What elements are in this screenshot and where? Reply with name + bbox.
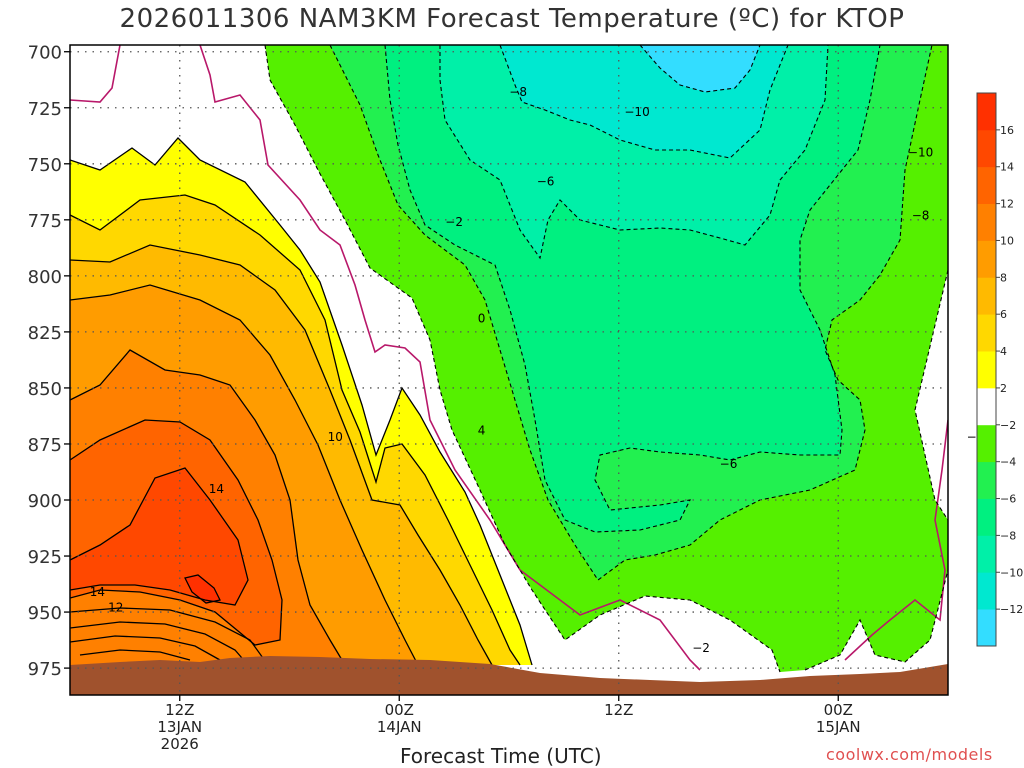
colorbar-label: 8	[1000, 271, 1007, 284]
colorbar-segment	[977, 93, 996, 131]
contour-label: −6	[537, 175, 555, 189]
colorbar-segment	[977, 166, 996, 204]
colorbar-segment	[977, 424, 996, 463]
x-tick-label: 12Z	[604, 701, 633, 719]
colorbar-segment	[977, 498, 996, 536]
colorbar-label: −12	[1000, 603, 1023, 616]
contour-label: 12	[108, 601, 123, 615]
colorbar-segment	[977, 203, 996, 241]
colorbar-segment	[977, 277, 996, 315]
contour-label: 10	[328, 430, 343, 444]
y-tick-label: 700	[28, 43, 62, 64]
colorbar-label: 14	[1000, 161, 1014, 174]
colorbar-segment	[977, 572, 996, 610]
colorbar: −12 −10 −8 −6 −4 −2 2 4 6 8 10 12 14 16	[976, 92, 1023, 647]
colorbar-segment	[977, 351, 996, 389]
x-tick-label: 13JAN	[157, 718, 202, 736]
contour-label: −10	[908, 146, 933, 160]
y-tick-label: 750	[28, 155, 62, 176]
colorbar-segment	[977, 129, 996, 168]
contour-label: −2	[445, 215, 463, 229]
zero-contours	[70, 45, 948, 671]
colorbar-segment	[977, 609, 996, 647]
colorbar-label: −2	[1000, 419, 1016, 432]
y-tick-label: 825	[28, 323, 62, 344]
x-tick-label: 2026	[161, 735, 199, 753]
contour-label: 14	[90, 585, 105, 599]
y-tick-label: 850	[28, 379, 62, 400]
x-tick-label: 00Z	[385, 701, 414, 719]
y-tick-label: 875	[28, 435, 62, 456]
contour-label: −8	[509, 85, 527, 99]
credit-text: coolwx.com/models	[826, 745, 993, 764]
band-14-to-16	[70, 468, 248, 605]
colorbar-label: −6	[1000, 493, 1016, 506]
band-16-to-18	[185, 575, 220, 603]
colorbar-label: −4	[1000, 456, 1016, 469]
colorbar-segment	[977, 240, 996, 278]
y-tick-label: 800	[28, 267, 62, 288]
colorbar-label: 4	[1000, 345, 1007, 358]
colorbar-segment	[977, 535, 996, 573]
contour-label: −2	[692, 641, 710, 655]
colorbar-frame	[976, 92, 997, 647]
y-tick-label: 925	[28, 547, 62, 568]
colorbar-segment	[977, 461, 996, 499]
contour-label: −8	[912, 208, 930, 222]
colorbar-label: 2	[1000, 382, 1007, 395]
band-minus12-to-minus14	[640, 45, 760, 92]
y-tick-label: 975	[28, 659, 62, 680]
y-tick-label: 900	[28, 491, 62, 512]
colorbar-label: −10	[1000, 566, 1023, 579]
x-tick-label: 00Z	[824, 701, 853, 719]
x-axis-title: Forecast Time (UTC)	[400, 744, 602, 768]
colorbar-label: 10	[1000, 234, 1014, 247]
x-tick-label: 15JAN	[816, 718, 861, 736]
y-tick-label: 775	[28, 211, 62, 232]
colorbar-label: −8	[1000, 529, 1016, 542]
y-tick-label: 950	[28, 603, 62, 624]
contour-label: −6	[720, 457, 738, 471]
colorbar-label: 16	[1000, 124, 1014, 137]
x-tick-label: 12Z	[165, 701, 194, 719]
chart-title: 2026011306 NAM3KM Forecast Temperature (…	[119, 4, 905, 34]
contour-label: −10	[624, 105, 649, 119]
y-tick-label: 725	[28, 99, 62, 120]
colorbar-segment	[977, 387, 996, 426]
colorbar-label: 12	[1000, 198, 1014, 211]
contour-label: 0	[478, 311, 486, 325]
contour-label: 14	[209, 482, 224, 496]
temperature-field	[70, 45, 948, 695]
axis-ticks: 70072575077580082585087590092595097512Z1…	[28, 43, 861, 753]
solid-contours	[70, 137, 533, 666]
terrain	[70, 656, 948, 695]
colorbar-label: 6	[1000, 308, 1007, 321]
plot-frame	[69, 44, 949, 696]
x-tick-label: 14JAN	[377, 718, 422, 736]
colorbar-segment	[977, 314, 996, 352]
contour-label: 4	[478, 424, 486, 438]
